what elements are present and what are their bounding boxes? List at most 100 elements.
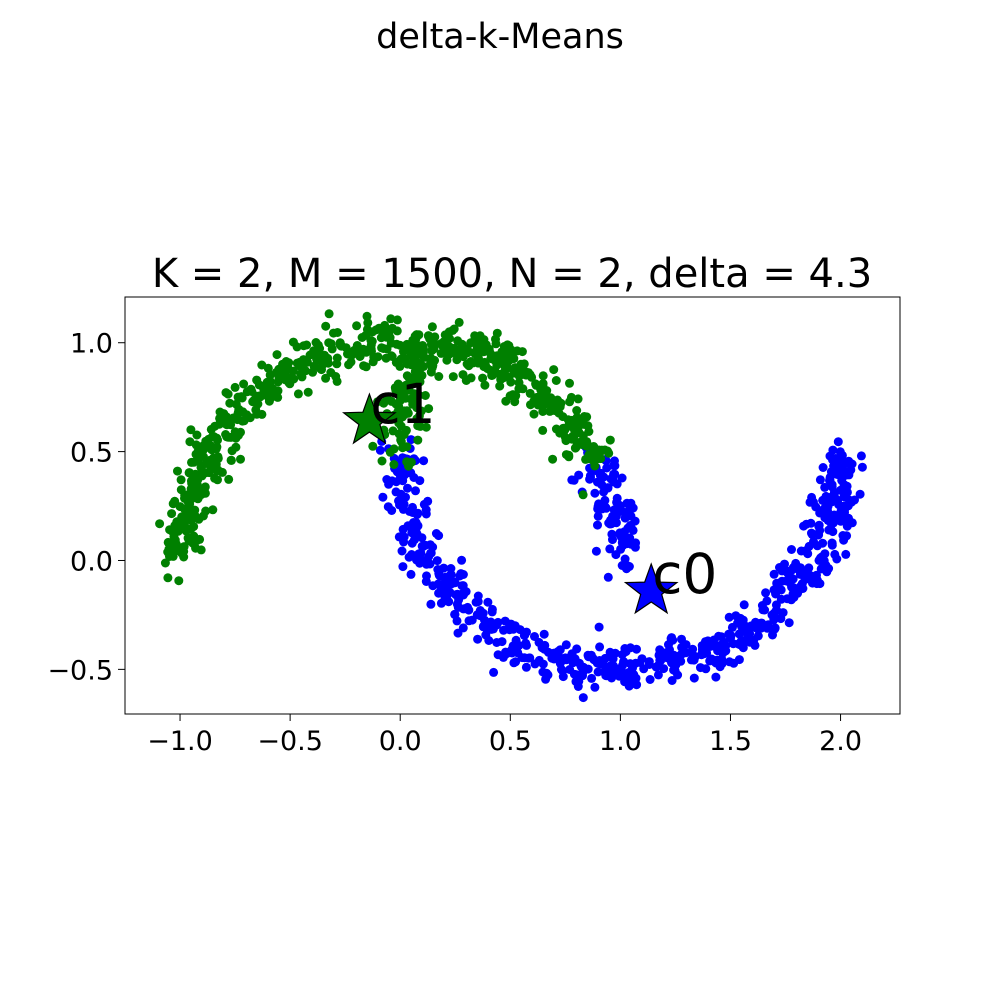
scatter-point-c1 (392, 326, 402, 336)
scatter-point-c0 (403, 468, 413, 478)
scatter-point-c0 (818, 496, 828, 505)
scatter-point-c0 (726, 631, 736, 641)
scatter-point-c0 (796, 581, 806, 591)
scatter-point-c1 (199, 444, 209, 454)
scatter-point-c1 (441, 345, 451, 355)
scatter-point-c0 (375, 445, 385, 455)
scatter-point-c1 (317, 365, 326, 375)
scatter-point-c0 (403, 483, 412, 493)
scatter-point-c0 (734, 639, 744, 649)
scatter-point-c0 (450, 578, 460, 588)
scatter-points (155, 309, 867, 703)
scatter-point-c1 (529, 396, 539, 406)
scatter-point-c1 (214, 419, 224, 429)
scatter-point-c0 (769, 585, 779, 595)
scatter-point-c1 (323, 358, 333, 368)
scatter-point-c0 (576, 661, 586, 671)
scatter-point-c0 (566, 651, 576, 661)
centroid-markers: c0 c1 (342, 372, 717, 615)
scatter-point-c0 (622, 498, 632, 508)
scatter-point-c1 (567, 434, 577, 444)
scatter-point-c1 (326, 368, 336, 377)
y-tick-label: 0.5 (70, 438, 113, 469)
scatter-point-c0 (481, 630, 491, 640)
scatter-point-c1 (210, 473, 220, 483)
scatter-point-c1 (412, 351, 421, 361)
scatter-point-c1 (222, 432, 232, 442)
scatter-point-c1 (514, 384, 524, 394)
scatter-point-c0 (653, 670, 663, 680)
centroid-label-c0: c0 (652, 542, 717, 606)
scatter-point-c1 (226, 455, 236, 465)
scatter-point-c1 (180, 513, 190, 523)
scatter-point-c0 (407, 538, 417, 548)
scatter-point-c1 (387, 396, 397, 406)
scatter-point-c0 (493, 617, 503, 627)
x-tick-label: 1.5 (709, 726, 752, 757)
scatter-point-c0 (612, 497, 622, 507)
scatter-point-c1 (488, 354, 498, 364)
scatter-point-c1 (273, 392, 283, 402)
scatter-point-c1 (245, 413, 255, 423)
scatter-point-c1 (213, 435, 222, 445)
scatter-point-c1 (221, 419, 231, 429)
scatter-point-c0 (815, 475, 825, 485)
scatter-point-c1 (272, 367, 282, 377)
scatter-point-c0 (749, 635, 759, 645)
scatter-point-c1 (173, 466, 182, 476)
scatter-point-c1 (252, 375, 262, 385)
scatter-point-c0 (624, 562, 634, 571)
scatter-point-c1 (413, 435, 423, 445)
scatter-point-c0 (665, 645, 674, 655)
scatter-point-c0 (701, 664, 711, 674)
scatter-point-c1 (582, 412, 592, 422)
scatter-point-c1 (321, 321, 331, 331)
scatter-point-c1 (462, 359, 472, 369)
scatter-point-c0 (836, 485, 846, 495)
scatter-point-c1 (192, 430, 202, 440)
scatter-point-c0 (591, 546, 601, 556)
scatter-point-c1 (273, 386, 283, 396)
scatter-point-c1 (368, 441, 378, 451)
scatter-point-c0 (444, 597, 454, 607)
scatter-point-c0 (419, 556, 429, 566)
scatter-point-c0 (534, 655, 544, 665)
scatter-point-c0 (419, 499, 429, 509)
scatter-point-c0 (539, 644, 549, 654)
scatter-point-c1 (212, 466, 222, 476)
scatter-point-c0 (406, 569, 416, 579)
scatter-point-c0 (645, 675, 655, 684)
scatter-point-c1 (415, 377, 425, 387)
scatter-point-c0 (841, 549, 851, 559)
scatter-point-c1 (399, 406, 409, 416)
scatter-point-c0 (800, 574, 810, 584)
scatter-point-c0 (819, 556, 829, 566)
scatter-point-c1 (548, 454, 558, 464)
scatter-point-c1 (401, 380, 411, 390)
scatter-point-c0 (500, 616, 510, 626)
x-tick-label: 0.5 (489, 726, 532, 757)
scatter-point-c0 (578, 693, 588, 703)
scatter-point-c0 (569, 669, 579, 679)
scatter-point-c0 (617, 538, 627, 548)
scatter-point-c1 (288, 366, 298, 376)
scatter-point-c0 (517, 653, 527, 663)
scatter-point-c1 (346, 357, 356, 367)
scatter-point-c1 (416, 406, 426, 416)
scatter-point-c1 (442, 355, 452, 365)
scatter-point-c1 (538, 425, 548, 435)
scatter-point-c1 (266, 393, 276, 403)
scatter-point-c0 (812, 541, 822, 551)
scatter-point-c1 (231, 399, 241, 409)
scatter-point-c0 (434, 531, 444, 541)
scatter-point-c1 (525, 370, 535, 380)
scatter-point-c0 (507, 648, 517, 658)
scatter-point-c0 (770, 624, 780, 634)
scatter-point-c1 (600, 445, 610, 455)
scatter-point-c1 (426, 340, 436, 349)
scatter-point-c0 (585, 474, 595, 484)
scatter-point-c0 (549, 653, 559, 663)
scatter-point-c1 (183, 506, 193, 516)
scatter-point-c0 (856, 451, 866, 461)
scatter-point-c0 (461, 604, 470, 613)
